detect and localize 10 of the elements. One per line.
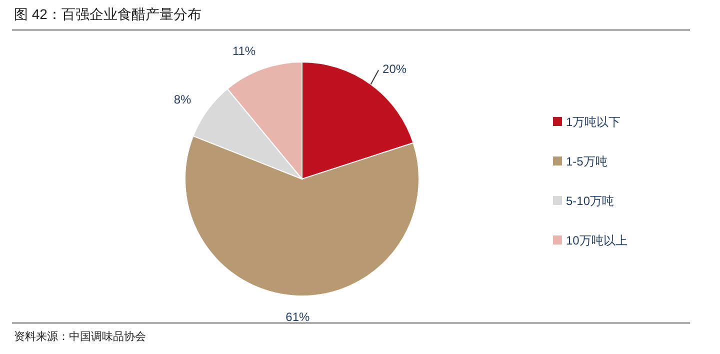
data-label: 20% [382,62,407,76]
legend-label: 1-5万吨 [566,154,608,168]
data-label: 11% [232,44,256,58]
legend-label: 5-10万吨 [566,194,614,208]
chart-title: 图 42：百强企业食醋产量分布 [14,6,202,22]
legend-label: 10万吨以上 [566,234,628,248]
data-label: 61% [286,310,310,324]
text: 资料来源：中国调味品协会 [14,330,146,343]
data-label: 8% [174,92,192,106]
legend-label: 1万吨以下 [566,115,621,129]
